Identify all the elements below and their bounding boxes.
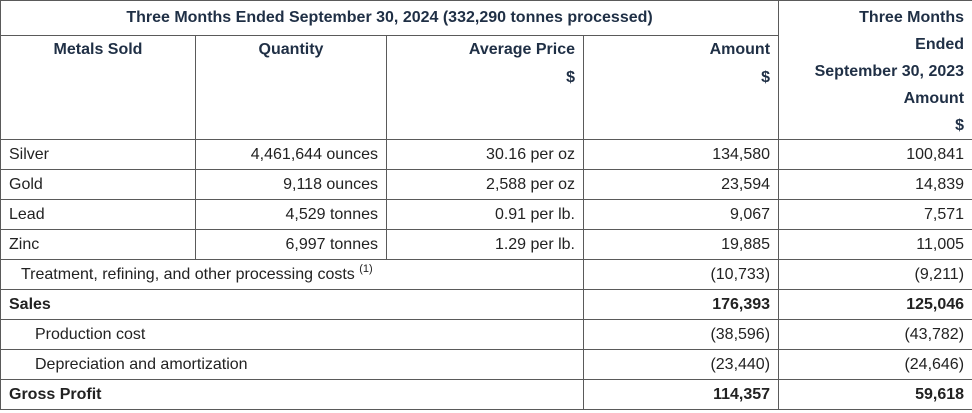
metal-name: Gold [0, 169, 196, 200]
treatment-prior-amount: (9,211) [778, 259, 972, 290]
metal-quantity: 4,461,644 ounces [195, 139, 387, 170]
metal-quantity: 4,529 tonnes [195, 199, 387, 230]
metal-price: 1.29 per lb. [386, 229, 584, 260]
header-row-top: Three Months Ended September 30, 2024 (3… [0, 0, 972, 140]
prior-title-line-3: September 30, 2023 [814, 63, 965, 80]
table-row: Gold 9,118 ounces 2,588 per oz 23,594 14… [0, 169, 972, 200]
gross-profit-label: Gross Profit [0, 379, 584, 410]
prior-title-line-2: Ended [915, 36, 965, 53]
col-quantity-label: Quantity [258, 41, 324, 59]
prior-currency: $ [955, 117, 965, 134]
prior-title-line-1: Three Months [859, 9, 965, 26]
metal-amount: 23,594 [582, 169, 780, 200]
gross-profit-row: Gross Profit 114,357 59,618 [0, 379, 972, 410]
treatment-amount: (10,733) [582, 259, 780, 290]
sales-row: Sales 176,393 125,046 [0, 289, 972, 320]
depreciation-amount: (23,440) [582, 349, 780, 380]
sales-prior-amount: 125,046 [778, 289, 972, 320]
depreciation-row: Depreciation and amortization (23,440) (… [0, 349, 972, 380]
metal-amount: 19,885 [582, 229, 780, 260]
col-amount-label: Amount [709, 41, 771, 59]
col-avg-price-currency: $ [566, 69, 575, 87]
treatment-label-cell: Treatment, refining, and other processin… [0, 259, 584, 290]
metal-prior-amount: 11,005 [778, 229, 972, 260]
metal-name: Lead [0, 199, 196, 230]
treatment-label: Treatment, refining, and other processin… [21, 266, 355, 283]
metal-price: 30.16 per oz [386, 139, 584, 170]
metal-price: 0.91 per lb. [386, 199, 584, 230]
current-period-title: Three Months Ended September 30, 2024 (3… [0, 0, 780, 37]
col-header-metals: Metals Sold [0, 35, 196, 140]
gross-profit-amount: 114,357 [582, 379, 780, 410]
sales-amount: 176,393 [582, 289, 780, 320]
depreciation-label: Depreciation and amortization [0, 349, 584, 380]
production-cost-label: Production cost [0, 319, 584, 350]
gross-profit-prior-amount: 59,618 [778, 379, 972, 410]
footnote-marker: (1) [359, 263, 373, 275]
table-row: Zinc 6,997 tonnes 1.29 per lb. 19,885 11… [0, 229, 972, 260]
metal-quantity: 9,118 ounces [195, 169, 387, 200]
metal-prior-amount: 14,839 [778, 169, 972, 200]
metal-amount: 134,580 [582, 139, 780, 170]
metal-prior-amount: 100,841 [778, 139, 972, 170]
table-row: Silver 4,461,644 ounces 30.16 per oz 134… [0, 139, 972, 170]
col-amount-currency: $ [761, 69, 771, 87]
col-avg-price-label: Average Price [468, 41, 575, 59]
col-header-amount: Amount $ [582, 35, 780, 140]
metal-prior-amount: 7,571 [778, 199, 972, 230]
prior-amount-label: Amount [903, 90, 965, 107]
metal-name: Silver [0, 139, 196, 170]
prior-period-header: Three Months Ended September 30, 2023 Am… [778, 0, 972, 140]
sales-label: Sales [0, 289, 584, 320]
production-cost-amount: (38,596) [582, 319, 780, 350]
header-row-columns: Metals Sold Quantity Average Price $ Amo… [0, 35, 972, 140]
col-metals-label: Metals Sold [53, 41, 143, 59]
metal-price: 2,588 per oz [386, 169, 584, 200]
depreciation-prior-amount: (24,646) [778, 349, 972, 380]
metal-quantity: 6,997 tonnes [195, 229, 387, 260]
metal-name: Zinc [0, 229, 196, 260]
treatment-row: Treatment, refining, and other processin… [0, 259, 972, 290]
col-header-quantity: Quantity [195, 35, 387, 140]
table-row: Lead 4,529 tonnes 0.91 per lb. 9,067 7,5… [0, 199, 972, 230]
metal-amount: 9,067 [582, 199, 780, 230]
col-header-avg-price: Average Price $ [386, 35, 584, 140]
production-cost-prior-amount: (43,782) [778, 319, 972, 350]
production-cost-row: Production cost (38,596) (43,782) [0, 319, 972, 350]
